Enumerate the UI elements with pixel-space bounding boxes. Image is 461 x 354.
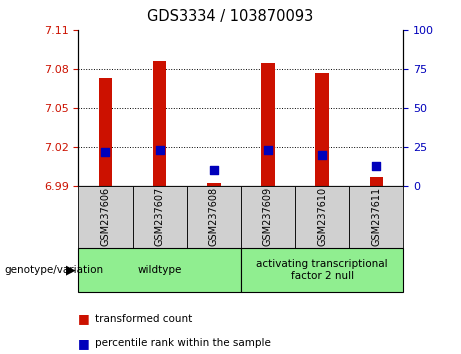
Bar	[295, 186, 349, 248]
Text: GSM237610: GSM237610	[317, 187, 327, 246]
Text: GSM237606: GSM237606	[100, 187, 111, 246]
Text: GSM237609: GSM237609	[263, 187, 273, 246]
Bar	[261, 63, 275, 186]
Bar	[78, 186, 133, 248]
Point	[372, 163, 380, 169]
Text: percentile rank within the sample: percentile rank within the sample	[95, 338, 271, 348]
Point	[210, 167, 218, 173]
Text: GSM237607: GSM237607	[154, 187, 165, 246]
Text: genotype/variation: genotype/variation	[5, 265, 104, 275]
Point	[319, 152, 326, 158]
Text: activating transcriptional
factor 2 null: activating transcriptional factor 2 null	[256, 259, 388, 281]
Text: ▶: ▶	[66, 263, 76, 276]
Bar	[78, 248, 241, 292]
Text: GSM237611: GSM237611	[371, 187, 381, 246]
Point	[102, 149, 109, 154]
Bar	[315, 73, 329, 186]
Bar	[349, 186, 403, 248]
Bar	[370, 177, 383, 186]
Bar	[207, 183, 220, 186]
Text: ■: ■	[78, 337, 90, 350]
Bar	[133, 186, 187, 248]
Bar	[153, 61, 166, 186]
Text: GDS3334 / 103870093: GDS3334 / 103870093	[148, 9, 313, 24]
Text: transformed count: transformed count	[95, 314, 192, 324]
Bar	[99, 78, 112, 186]
Point	[264, 147, 272, 153]
Bar	[241, 248, 403, 292]
Text: GSM237608: GSM237608	[209, 187, 219, 246]
Bar	[187, 186, 241, 248]
Text: wildtype: wildtype	[137, 265, 182, 275]
Text: ■: ■	[78, 312, 90, 325]
Point	[156, 147, 163, 153]
Bar	[241, 186, 295, 248]
